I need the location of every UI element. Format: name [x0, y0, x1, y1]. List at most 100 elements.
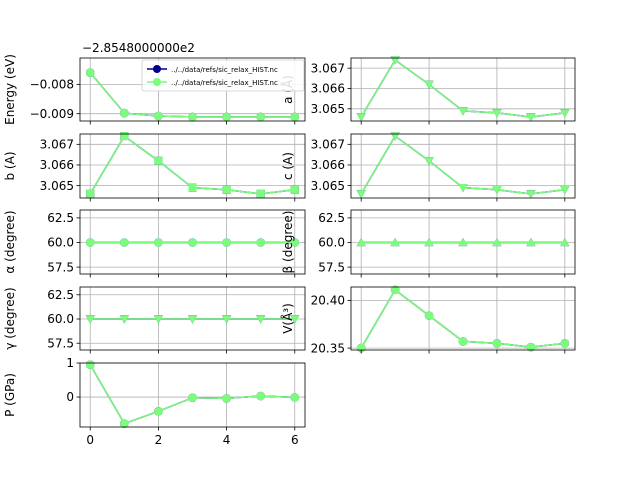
y-tick-label: 60.0	[318, 236, 345, 250]
data-point	[492, 339, 502, 348]
data-point	[424, 237, 434, 247]
data-point	[221, 315, 232, 324]
data-point	[85, 68, 95, 77]
y-axis-label: Energy (eV)	[3, 54, 17, 125]
y-tick-label: 60.0	[47, 312, 74, 326]
axes-frame	[350, 286, 576, 351]
x-tick-label: 4	[223, 433, 231, 447]
data-point	[187, 315, 198, 324]
y-tick-label: 62.5	[47, 211, 74, 225]
data-point	[356, 113, 366, 122]
y-axis-label: α (degree)	[3, 210, 17, 273]
data-point	[188, 112, 197, 122]
data-point	[492, 186, 502, 195]
data-point	[424, 80, 434, 90]
y-tick-label: −0.009	[30, 107, 74, 121]
data-point	[458, 107, 468, 116]
data-point	[290, 185, 299, 194]
data-point	[560, 339, 570, 348]
legend-entry-2-label: ../../data/refs/sic_relax_HIST.nc	[171, 79, 278, 87]
data-point	[492, 109, 502, 118]
subplot-energy: −0.008 −0.009 Energy (eV)	[3, 54, 306, 125]
data-point	[222, 238, 231, 247]
data-point	[458, 183, 468, 193]
data-point	[188, 183, 197, 192]
y-axis-label: γ (degree)	[3, 287, 17, 349]
subplot-alpha: 57.5 60.0 62.5 α (degree)	[3, 209, 306, 278]
data-point	[85, 238, 95, 247]
axes-frame	[350, 209, 576, 275]
energy-offset-text: −2.8548000000e2	[82, 41, 195, 55]
axes-frame	[79, 362, 306, 428]
data-point	[356, 190, 366, 199]
data-point	[492, 237, 502, 247]
data-point	[120, 132, 129, 141]
axes-frame	[350, 57, 576, 122]
legend-frame	[141, 59, 305, 92]
y-tick-label: 1	[66, 356, 74, 370]
subplot-b: 3.065 3.066 3.067 b (A)	[3, 132, 306, 202]
subplot-c: 3.065 3.066 3.067 c (A)	[281, 132, 576, 202]
data-point	[120, 108, 129, 118]
axes-frame	[79, 57, 306, 122]
x-tick-label: 0	[86, 433, 94, 447]
y-axis-label: P (GPa)	[3, 373, 17, 417]
data-point	[256, 238, 265, 247]
y-tick-label: 57.5	[318, 260, 345, 274]
data-point	[120, 419, 129, 428]
data-point	[256, 112, 265, 122]
legend-entry-1-label: ../../data/refs/sic_relax_HIST.nc	[171, 66, 278, 74]
data-point	[154, 111, 163, 121]
y-tick-label: 3.066	[311, 82, 345, 96]
data-point	[526, 342, 536, 352]
data-point	[256, 391, 265, 401]
axes-frame	[79, 209, 306, 275]
y-tick-label: 3.065	[311, 179, 345, 193]
legend: ../../data/refs/sic_relax_HIST.nc ../../…	[141, 59, 305, 92]
y-tick-label: 20.40	[311, 294, 345, 308]
y-tick-label: 3.067	[40, 138, 74, 152]
y-tick-label: 3.066	[311, 158, 345, 172]
y-tick-label: 60.0	[47, 236, 74, 250]
data-point	[390, 237, 400, 247]
subplot-gamma: 57.5 60.0 62.5 γ (degree)	[3, 286, 306, 354]
data-point	[120, 238, 129, 247]
y-tick-label: −0.008	[30, 78, 74, 92]
data-point	[86, 189, 95, 198]
data-point	[153, 315, 164, 324]
y-tick-label: 3.065	[40, 179, 74, 193]
x-tick-label: 6	[291, 433, 299, 447]
data-point	[424, 157, 434, 166]
axes-frame	[79, 133, 306, 199]
data-point	[290, 112, 300, 122]
data-point	[356, 237, 366, 247]
y-tick-label: 57.5	[47, 336, 74, 350]
data-point	[424, 311, 434, 320]
data-point	[526, 237, 536, 247]
data-point	[222, 394, 231, 403]
data-point	[256, 189, 265, 198]
y-tick-label: 3.065	[311, 102, 345, 116]
y-tick-label: 3.066	[40, 158, 74, 172]
data-point	[154, 156, 163, 165]
data-point	[560, 186, 570, 195]
data-point	[222, 185, 231, 194]
data-point	[154, 407, 163, 416]
data-point	[85, 315, 95, 324]
y-tick-label: 57.5	[47, 260, 74, 274]
legend-marker-2	[153, 78, 161, 86]
y-axis-label: V(Å³)	[280, 303, 295, 334]
y-tick-label: 3.067	[311, 138, 345, 152]
data-point	[85, 360, 95, 370]
y-axis-label: β (degree)	[281, 211, 295, 274]
data-point	[154, 238, 163, 247]
data-point	[526, 113, 536, 122]
y-tick-label: 62.5	[47, 288, 74, 302]
y-tick-label: 3.067	[311, 61, 345, 75]
subplot-beta: 57.5 60.0 62.5 β (degree)	[281, 209, 576, 278]
data-point	[119, 315, 129, 324]
data-point	[188, 238, 197, 247]
subplot-volume: 20.35 20.40 V(Å³)	[280, 285, 576, 355]
